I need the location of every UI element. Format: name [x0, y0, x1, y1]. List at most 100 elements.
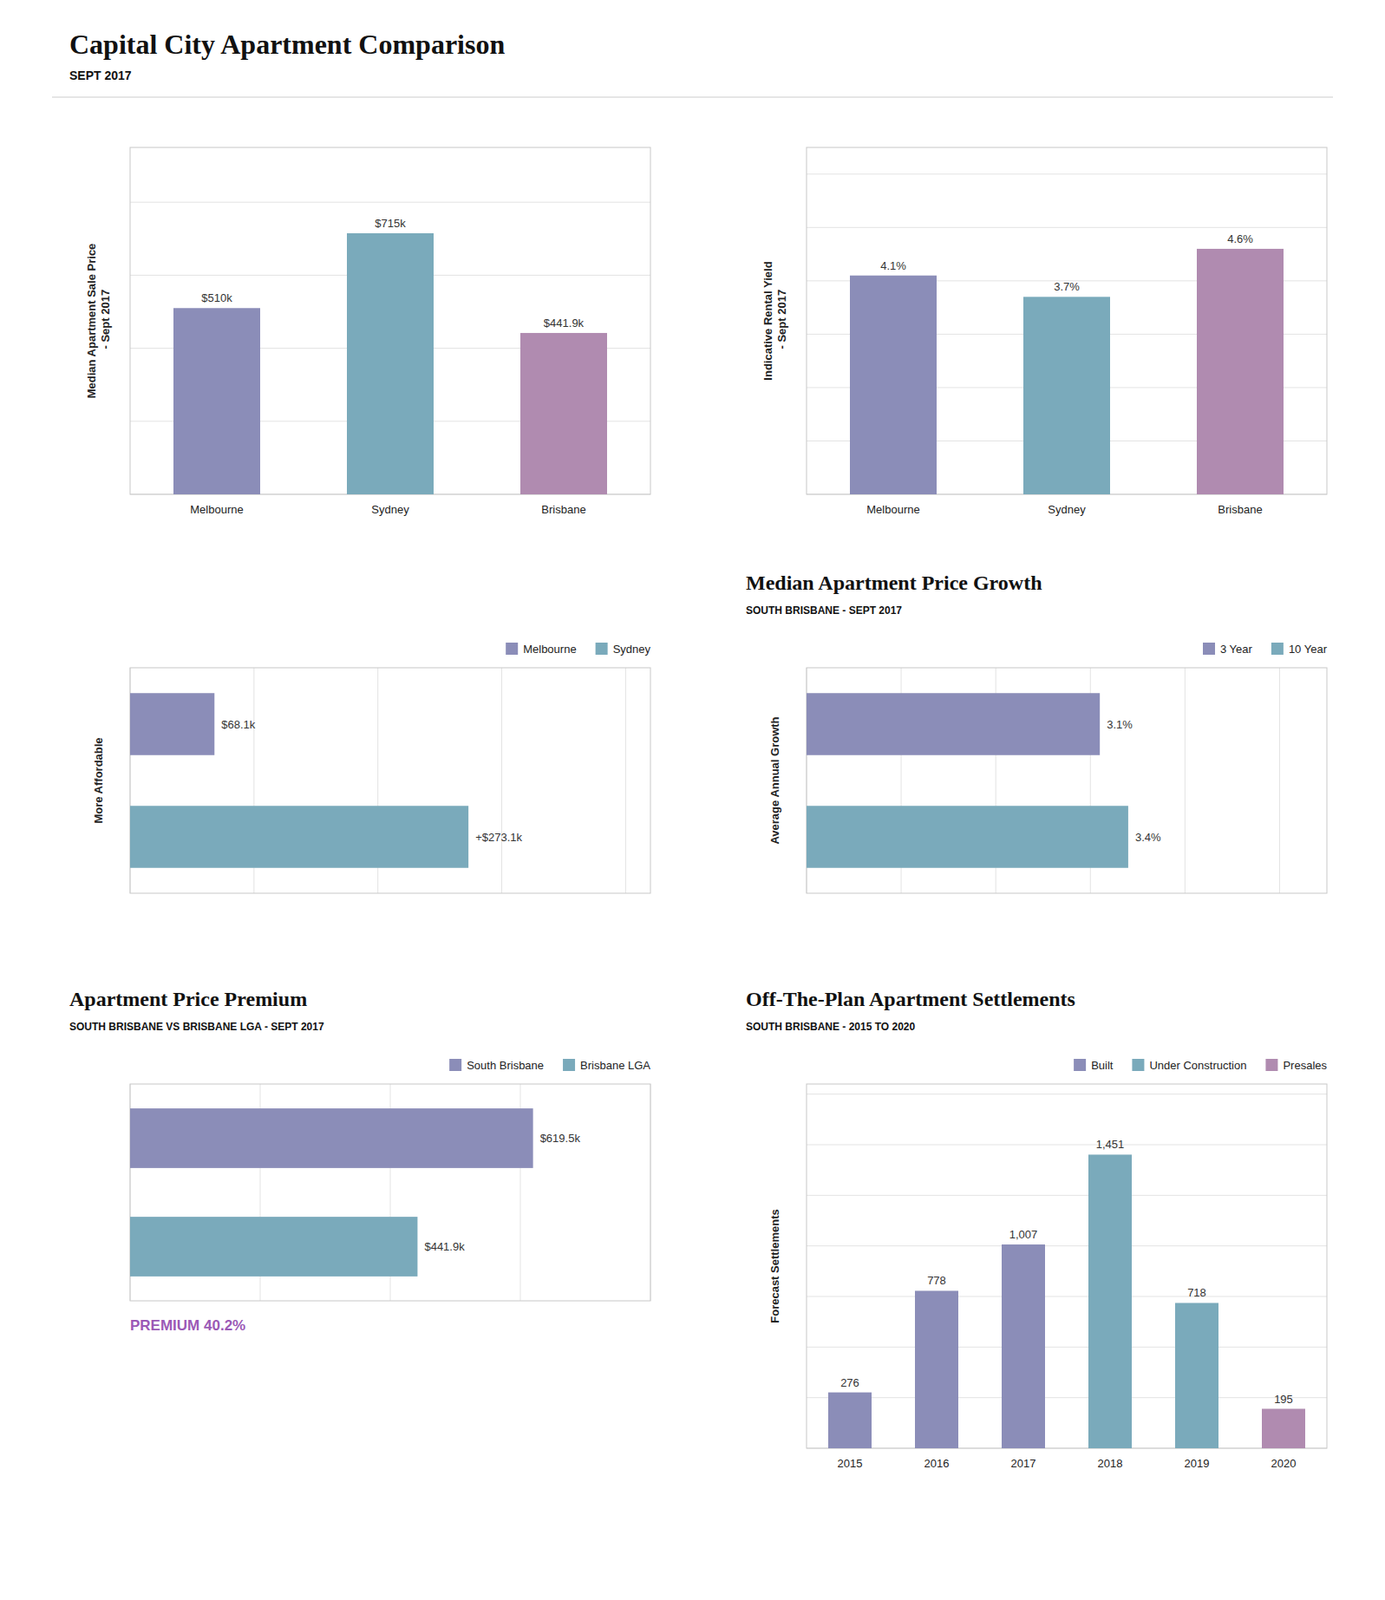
grid-line — [501, 667, 503, 894]
data-labels: 4.1%3.7%4.6% — [880, 232, 1254, 294]
legend-swatch — [1073, 1058, 1086, 1072]
data-label: 778 — [927, 1273, 947, 1288]
bars — [828, 1154, 1306, 1449]
plot-frame — [130, 667, 651, 894]
data-label: 4.6% — [1227, 232, 1254, 246]
grid-line — [806, 1346, 1327, 1348]
data-label: 1,451 — [1096, 1137, 1125, 1151]
legend: Sydney Melbourne — [505, 642, 651, 656]
axis-label-line: - Sept 2017 — [98, 289, 112, 353]
bar — [520, 333, 608, 495]
axis-label: Indicative Rental Yield - Sept 2017 — [761, 261, 789, 380]
axis-label: Forecast Settlements — [768, 1208, 782, 1324]
legend-swatch — [1265, 1058, 1278, 1072]
bar — [849, 275, 937, 495]
chart: Apartment Price Premium SOUTH BRISBANE VS… — [69, 987, 651, 1334]
data-label: $441.9k — [424, 1240, 465, 1254]
data-label: 3.1% — [1106, 718, 1133, 732]
category-label: 2018 — [1097, 1456, 1124, 1470]
plot-frame — [806, 667, 1327, 894]
plot-frame — [806, 147, 1327, 495]
bar — [828, 1392, 872, 1449]
category-label: 2020 — [1271, 1456, 1297, 1470]
data-label: 276 — [840, 1376, 860, 1390]
legend: PresalesUnder ConstructionBuilt — [1073, 1058, 1327, 1072]
data-labels: 276 778 1,007 1,451 718 195 — [840, 1137, 1294, 1405]
axis-label-line: Indicative Rental Yield — [761, 261, 775, 380]
grid-line — [625, 667, 627, 894]
legend: 10 Year 3 Year — [1202, 642, 1328, 656]
data-label: 195 — [1273, 1392, 1294, 1406]
legend-swatch — [449, 1058, 462, 1072]
bar — [130, 805, 469, 869]
axis-label: More Affordable — [91, 737, 105, 824]
legend-swatch — [1202, 642, 1216, 655]
data-label: $510k — [201, 291, 233, 305]
bars — [130, 1108, 534, 1277]
bar — [1001, 1244, 1046, 1449]
data-label: $441.9k — [543, 316, 585, 330]
chart-subtitle: SOUTH BRISBANE VS BRISBANE LGA - SEPT 20… — [69, 1020, 325, 1033]
data-label: +$273.1k — [475, 830, 523, 844]
legend-label: 3 Year — [1220, 642, 1254, 656]
data-labels: $510k $715k $441.9k — [201, 216, 584, 330]
chart-title: Off-The-Plan Apartment Settlements — [745, 987, 1076, 1011]
grid-line — [806, 1397, 1327, 1399]
legend-swatch — [1131, 1058, 1144, 1072]
data-labels: $68.1k +$273.1k — [221, 718, 523, 844]
data-label: 718 — [1187, 1286, 1207, 1300]
legend-label: South Brisbane — [466, 1058, 544, 1072]
bar — [806, 692, 1100, 756]
bar — [1261, 1409, 1306, 1450]
category-label: 2017 — [1011, 1456, 1037, 1470]
plot-frame — [130, 147, 651, 495]
legend-swatch — [1271, 642, 1284, 655]
bars — [130, 692, 469, 869]
bar — [346, 233, 434, 495]
chart-subtitle: SOUTH BRISBANE - SEPT 2017 — [745, 604, 902, 617]
data-labels: $619.5k $441.9k — [424, 1131, 581, 1254]
bar — [130, 1108, 534, 1169]
bar — [173, 307, 261, 495]
category-label: Brisbane — [541, 503, 586, 517]
data-label: $715k — [374, 216, 406, 230]
bar — [914, 1290, 959, 1449]
header-separator — [52, 97, 1333, 98]
bar — [1023, 296, 1111, 495]
legend-label: 10 Year — [1288, 642, 1328, 656]
data-label: $619.5k — [540, 1131, 582, 1145]
data-label: $68.1k — [221, 718, 256, 732]
grid-line — [806, 1296, 1327, 1298]
data-labels: 3.1%3.4% — [1106, 718, 1162, 844]
bar — [806, 805, 1129, 869]
plot-frame — [130, 1084, 651, 1301]
chart: 4.1%3.7%4.6%MelbourneSydneyBrisbaneIndic… — [761, 147, 1327, 517]
category-label: 2019 — [1184, 1456, 1210, 1470]
chart: $68.1k +$273.1k More Affordable Sydney Melbo… — [91, 642, 651, 894]
legend-swatch — [505, 642, 518, 655]
bars — [849, 248, 1284, 495]
category-label: 2016 — [924, 1456, 950, 1470]
page-subtitle: SEPT 2017 — [69, 68, 132, 83]
category-label: Sydney — [1047, 503, 1086, 517]
plot-frame — [806, 1084, 1327, 1449]
data-label: 4.1% — [880, 259, 907, 273]
axis-label-line: Median Apartment Sale Price — [84, 243, 98, 399]
grid-line — [806, 227, 1327, 229]
grid-line — [806, 1144, 1327, 1146]
bar — [130, 1216, 418, 1277]
grid-line — [806, 1093, 1327, 1095]
page: Capital City Apartment ComparisonSEPT 20… — [0, 0, 1385, 1600]
data-label: 1,007 — [1009, 1228, 1039, 1242]
category-label: Melbourne — [189, 503, 243, 517]
chart-title: Apartment Price Premium — [69, 987, 308, 1011]
chart: $510k $715k $441.9k Melbourne Sydney Brisbane… — [84, 147, 651, 517]
bars — [806, 692, 1129, 869]
legend-label: Melbourne — [522, 642, 576, 656]
legend-swatch — [562, 1058, 575, 1072]
legend-label: Under Construction — [1149, 1058, 1247, 1072]
legend-label: Sydney — [613, 642, 652, 656]
bar — [1088, 1154, 1132, 1449]
category-label: Sydney — [371, 503, 410, 517]
legend: Brisbane LGASouth Brisbane — [449, 1058, 651, 1072]
